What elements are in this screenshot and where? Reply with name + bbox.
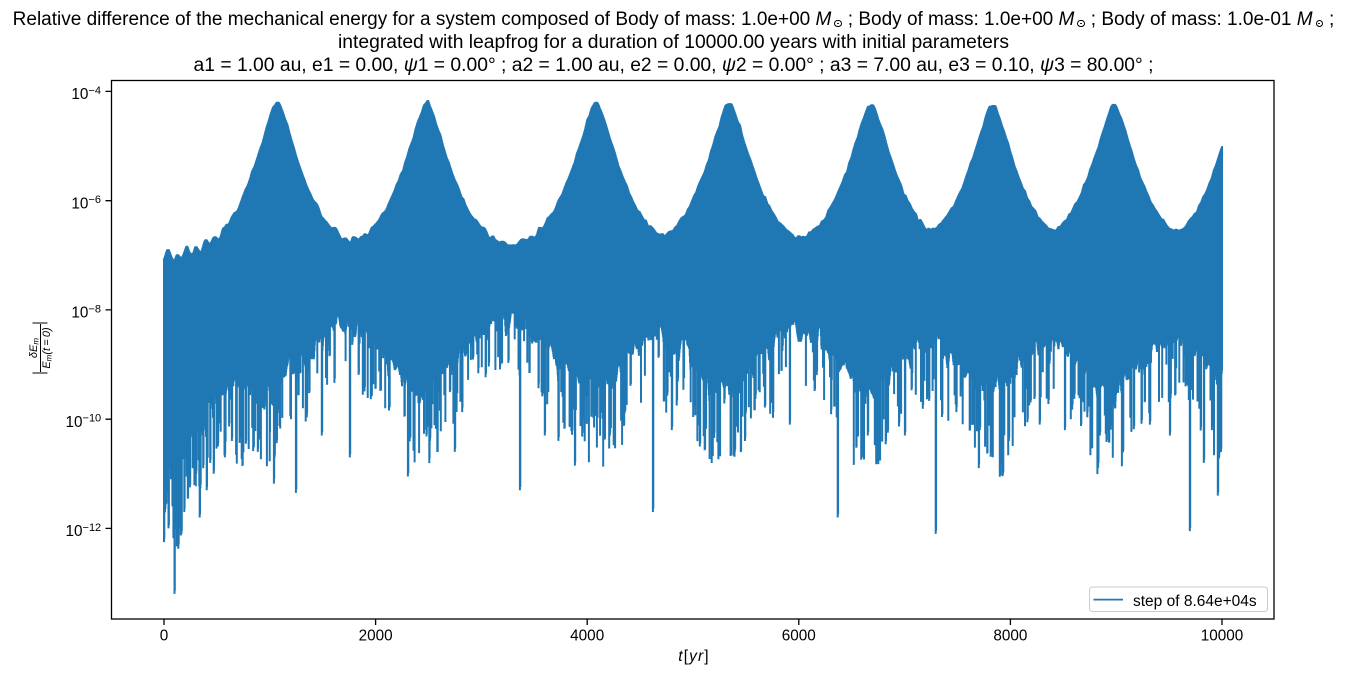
svg-text:10000: 10000 <box>1201 628 1244 645</box>
svg-text:step of 8.64e+04s: step of 8.64e+04s <box>1133 593 1257 610</box>
svg-text:10−10: 10−10 <box>66 413 102 431</box>
svg-text:8000: 8000 <box>993 628 1027 645</box>
svg-text:4000: 4000 <box>570 628 604 645</box>
svg-text:10−8: 10−8 <box>71 303 101 321</box>
svg-text:10−12: 10−12 <box>66 522 102 540</box>
svg-text:10−6: 10−6 <box>71 194 101 212</box>
svg-text:t[yr]: t[yr] <box>678 648 709 665</box>
svg-text:2000: 2000 <box>359 628 393 645</box>
svg-text:0: 0 <box>160 628 169 645</box>
svg-text:Em(t = 0): Em(t = 0) <box>41 327 54 369</box>
svg-text:6000: 6000 <box>782 628 816 645</box>
svg-text:δEm: δEm <box>28 338 41 358</box>
svg-text:10−4: 10−4 <box>71 85 101 103</box>
